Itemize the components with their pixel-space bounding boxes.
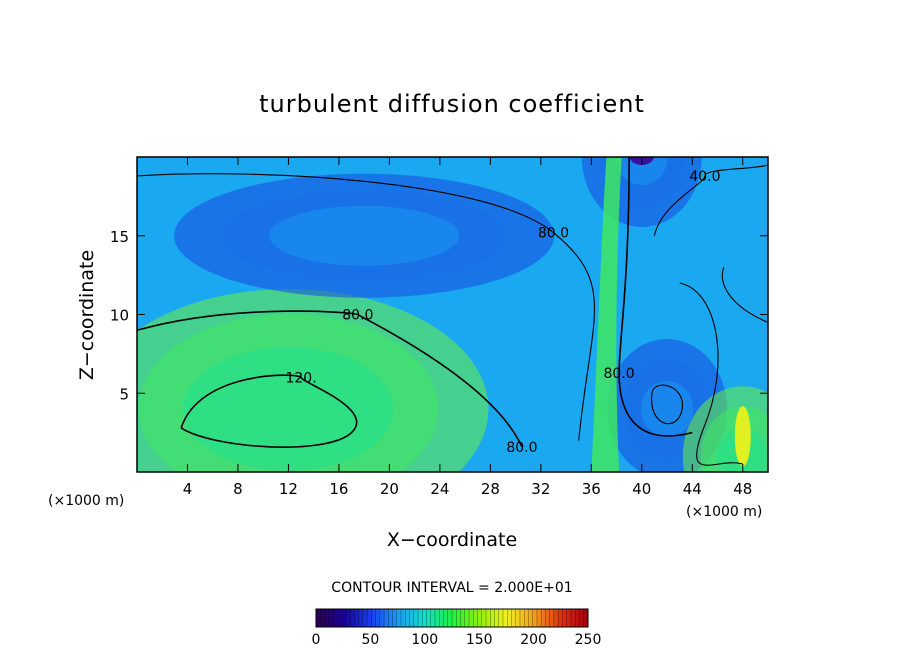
contour-label-3: 80.0 (603, 366, 634, 382)
contour-lines (137, 157, 768, 466)
field-region-0-2 (183, 347, 394, 471)
contour-label-4: 80.0 (506, 440, 537, 456)
x-unit-label-left: (×1000 m) (48, 493, 124, 509)
x-tick-label-28: 28 (481, 480, 500, 498)
contour-line-7 (721, 267, 768, 323)
colorbar-stripes (320, 609, 584, 627)
x-tick-label-40: 40 (632, 480, 651, 498)
plot-area: 120. 80.0 80.0 80.0 80.0 40.0 (136, 156, 769, 473)
contour-label-1: 80.0 (342, 308, 373, 324)
contour-line-4 (651, 384, 683, 425)
colorbar: 0 50 100 150 200 250 (312, 608, 602, 648)
x-tick-label-20: 20 (380, 480, 399, 498)
contour-label-5: 40.0 (689, 169, 720, 185)
x-tick-label-48: 48 (733, 480, 752, 498)
colorbar-tick-label-250: 250 (575, 632, 602, 648)
colorbar-tick-label-0: 0 (312, 632, 321, 648)
contour-label-group: 120. 80.0 80.0 80.0 80.0 40.0 (285, 169, 720, 456)
contour-line-2 (137, 173, 596, 441)
x-tick-label-32: 32 (531, 480, 550, 498)
colorbar-frame (315, 608, 589, 628)
contour-line-1 (137, 310, 523, 448)
contour-line-6 (679, 282, 743, 466)
field-region-2-2 (641, 381, 694, 437)
field-peak-core (734, 406, 751, 467)
colorbar-tick-labels: 0 50 100 150 200 250 (312, 632, 602, 648)
x-tick-label-24: 24 (430, 480, 449, 498)
colorbar-tick-label-200: 200 (520, 632, 547, 648)
y-axis-label: Z−coordinate (76, 250, 98, 380)
x-tick-label-44: 44 (683, 480, 702, 498)
contour-line-3 (618, 157, 693, 437)
contour-label-0: 120. (285, 371, 316, 387)
x-tick-label-4: 4 (183, 480, 193, 498)
contour-line-0 (180, 374, 358, 448)
x-tick-label-16: 16 (329, 480, 348, 498)
contour-interval-text: CONTOUR INTERVAL = 2.000E+01 (331, 580, 572, 596)
contour-line-5 (653, 164, 768, 236)
y-tick-label-5: 5 (119, 385, 129, 403)
colorbar-tick-label-150: 150 (466, 632, 493, 648)
x-tick-label-12: 12 (279, 480, 298, 498)
x-axis-ticks: 4 8 12 16 20 24 28 32 36 40 44 48 (183, 157, 752, 498)
chart-title: turbulent diffusion coefficient (259, 90, 645, 118)
contour-label-2: 80.0 (538, 226, 569, 242)
y-tick-label-10: 10 (110, 307, 129, 325)
field-plume (591, 157, 622, 472)
heatmap-field (137, 157, 768, 472)
x-unit-label-right: (×1000 m) (686, 504, 762, 520)
y-tick-label-15: 15 (110, 228, 129, 246)
field-region-1-2 (269, 205, 460, 266)
x-tick-label-8: 8 (233, 480, 243, 498)
x-axis-label: X−coordinate (387, 529, 517, 551)
x-tick-label-36: 36 (582, 480, 601, 498)
y-axis-ticks: 5 10 15 (110, 228, 768, 403)
colorbar-tick-label-100: 100 (411, 632, 438, 648)
colorbar-tick-label-50: 50 (361, 632, 379, 648)
